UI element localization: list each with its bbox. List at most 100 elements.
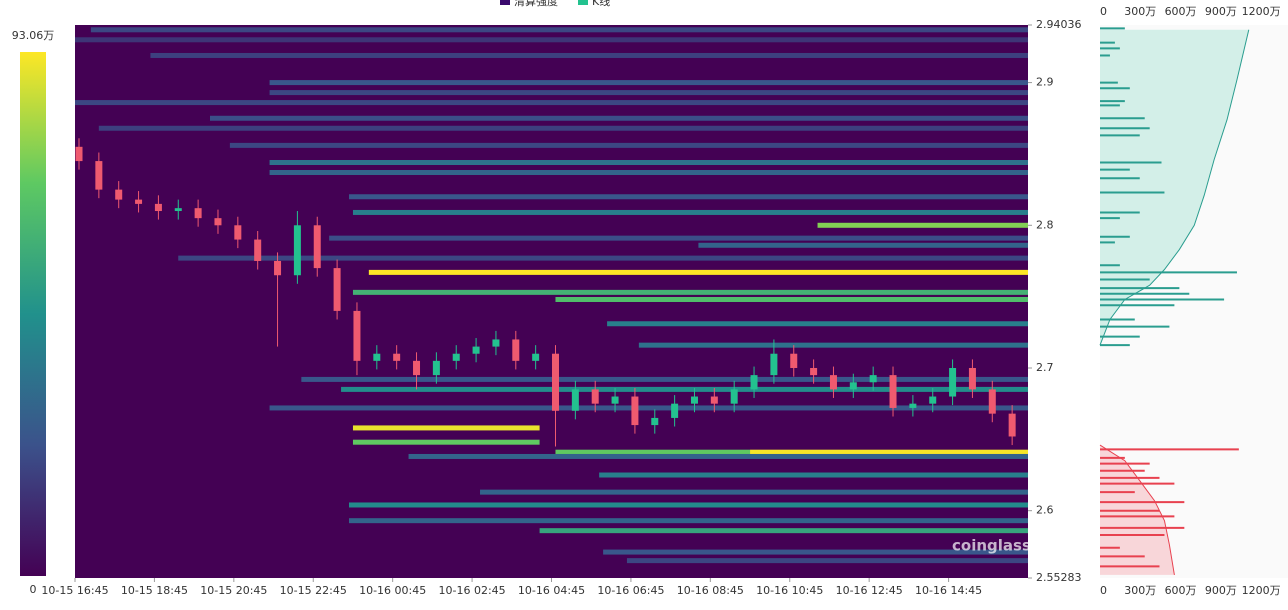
y-tick-label: 2.6 bbox=[1036, 504, 1054, 517]
heat-band bbox=[555, 296, 1028, 302]
x-tick-label: 10-16 02:45 bbox=[438, 584, 505, 597]
candle-body bbox=[929, 396, 937, 404]
legend-swatch bbox=[500, 0, 510, 5]
x-tick-label: 10-16 12:45 bbox=[836, 584, 903, 597]
heat-band bbox=[480, 489, 1028, 495]
candle-body bbox=[95, 161, 103, 190]
candle-body bbox=[373, 353, 381, 361]
heat-band bbox=[352, 289, 1028, 295]
side-bottom-tick-label: 1200万 bbox=[1242, 584, 1281, 597]
candle-body bbox=[829, 375, 837, 390]
heat-band bbox=[150, 52, 1029, 58]
side-top-tick-label: 300万 bbox=[1124, 5, 1156, 18]
candle-body bbox=[591, 389, 599, 404]
candle-body bbox=[154, 203, 162, 212]
heat-band bbox=[607, 321, 1028, 327]
side-bottom-tick-label: 900万 bbox=[1205, 584, 1237, 597]
candle-body bbox=[492, 339, 500, 347]
candle-body bbox=[790, 353, 798, 368]
side-bottom-tick-label: 0 bbox=[1100, 584, 1107, 597]
heat-band bbox=[75, 37, 1028, 43]
legend-swatch bbox=[578, 0, 588, 5]
candle-body bbox=[849, 382, 857, 390]
heat-band bbox=[698, 242, 1028, 248]
candle-body bbox=[512, 339, 520, 361]
heat-band bbox=[178, 255, 1028, 261]
candle-body bbox=[174, 208, 182, 212]
x-tick-label: 10-16 08:45 bbox=[677, 584, 744, 597]
candle-body bbox=[909, 403, 917, 408]
candle-body bbox=[472, 346, 480, 354]
legend-label: 清算强度 bbox=[514, 0, 558, 8]
candle-body bbox=[413, 360, 421, 376]
heat-band bbox=[98, 125, 1028, 131]
candle-body bbox=[293, 225, 301, 276]
heat-band bbox=[352, 439, 540, 445]
candle-body bbox=[889, 375, 897, 408]
color-bar-label: 0 bbox=[30, 583, 37, 596]
candle-body bbox=[671, 403, 679, 418]
candle-body bbox=[532, 353, 540, 361]
heat-band bbox=[269, 90, 1029, 96]
candle-body bbox=[75, 146, 83, 162]
candle-body bbox=[194, 208, 202, 219]
candle-body bbox=[353, 310, 361, 361]
y-tick-label: 2.55283 bbox=[1036, 571, 1082, 584]
heat-band bbox=[626, 558, 1028, 564]
heat-band bbox=[603, 549, 1028, 555]
heat-band bbox=[408, 453, 1028, 459]
heat-band bbox=[301, 376, 1028, 382]
side-bottom-tick-label: 600万 bbox=[1165, 584, 1197, 597]
side-top-tick-label: 1200万 bbox=[1242, 5, 1281, 18]
color-bar bbox=[20, 52, 46, 576]
heat-band bbox=[229, 142, 1029, 148]
heat-band bbox=[341, 386, 1028, 392]
heat-band bbox=[269, 169, 1029, 175]
candle-body bbox=[631, 396, 639, 426]
candle-body bbox=[254, 239, 262, 261]
x-tick-label: 10-16 10:45 bbox=[756, 584, 823, 597]
heat-band bbox=[75, 100, 1028, 106]
candle-body bbox=[552, 353, 559, 411]
heat-band bbox=[352, 209, 1028, 215]
heat-band bbox=[348, 518, 1028, 524]
candle-body bbox=[1008, 413, 1016, 437]
candle-body bbox=[730, 389, 738, 404]
heat-band bbox=[269, 80, 1029, 86]
candle-body bbox=[432, 360, 440, 376]
heat-band bbox=[555, 449, 751, 455]
y-tick-label: 2.94036 bbox=[1036, 18, 1082, 31]
legend-label: K线 bbox=[592, 0, 610, 8]
x-tick-label: 10-16 06:45 bbox=[597, 584, 664, 597]
cumulative-line bbox=[1099, 29, 1250, 346]
candle-body bbox=[968, 367, 976, 390]
heat-band bbox=[269, 405, 1029, 411]
heat-band bbox=[368, 269, 1028, 275]
side-top-tick-label: 900万 bbox=[1205, 5, 1237, 18]
candle-body bbox=[770, 353, 778, 376]
x-tick-label: 10-15 20:45 bbox=[200, 584, 267, 597]
x-tick-label: 10-15 16:45 bbox=[41, 584, 108, 597]
x-tick-label: 10-16 00:45 bbox=[359, 584, 426, 597]
heat-band bbox=[750, 449, 1028, 455]
candle-body bbox=[750, 375, 758, 390]
y-tick-label: 2.8 bbox=[1036, 218, 1054, 231]
heat-band bbox=[599, 472, 1028, 478]
heat-band bbox=[90, 27, 1029, 33]
side-bottom-tick-label: 300万 bbox=[1124, 584, 1156, 597]
cumulative-area bbox=[1100, 29, 1249, 346]
candle-body bbox=[234, 225, 242, 240]
candle-body bbox=[115, 189, 123, 200]
heat-band bbox=[352, 425, 540, 431]
heat-band bbox=[210, 115, 1029, 121]
candle-body bbox=[135, 199, 143, 204]
candle-body bbox=[611, 396, 619, 404]
x-tick-label: 10-15 18:45 bbox=[121, 584, 188, 597]
x-tick-label: 10-16 14:45 bbox=[915, 584, 982, 597]
candle-body bbox=[690, 396, 698, 404]
y-tick-label: 2.9 bbox=[1036, 76, 1054, 89]
candle-body bbox=[274, 260, 282, 276]
side-top-tick-label: 600万 bbox=[1165, 5, 1197, 18]
heat-band bbox=[539, 528, 1028, 534]
